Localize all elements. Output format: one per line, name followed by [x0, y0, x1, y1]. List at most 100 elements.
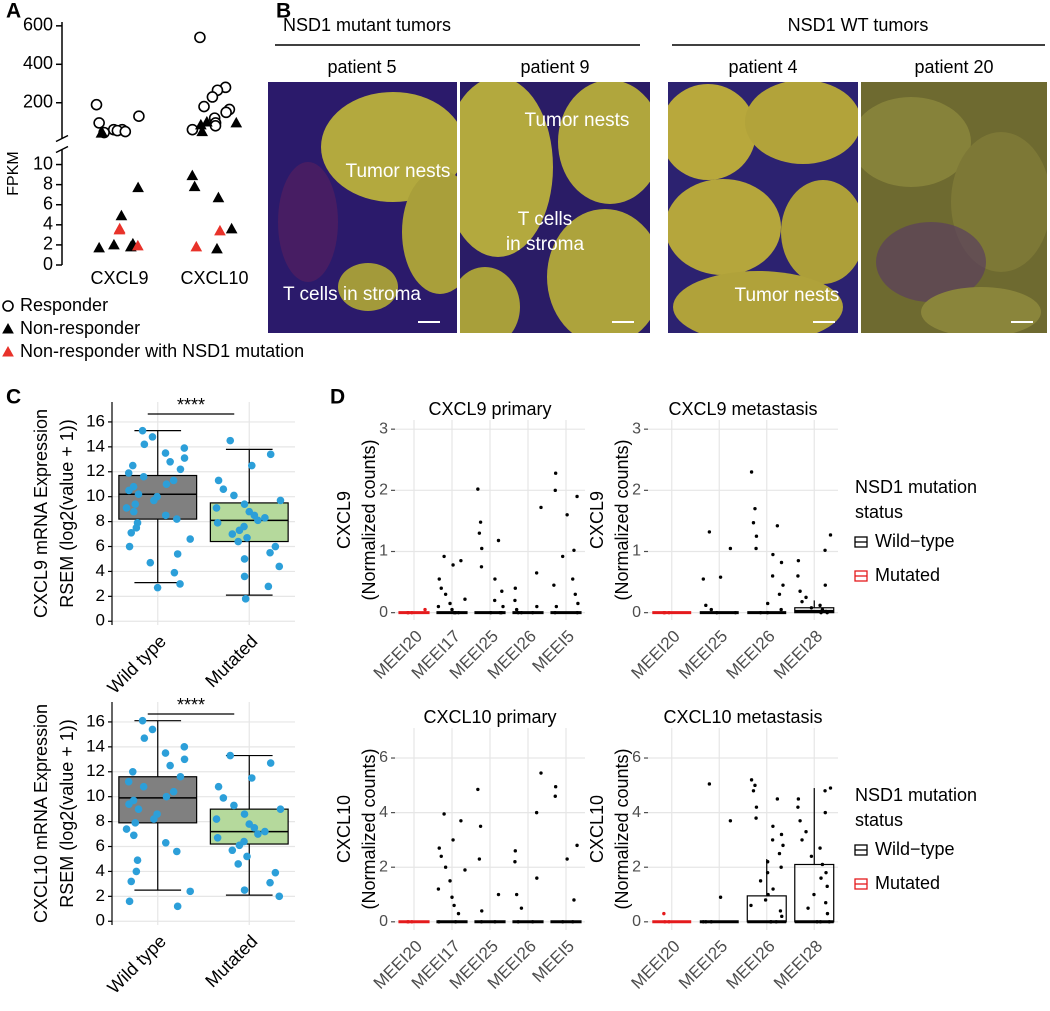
image-annotation: Tumor nests	[346, 161, 451, 182]
y-axis-label: CXCL10 mRNA Expression	[31, 704, 51, 923]
y-tick-label: 2	[96, 886, 105, 905]
data-point	[824, 901, 828, 905]
x-tick-label: MEEI5	[528, 937, 578, 987]
y-tick-label: 0	[43, 254, 53, 274]
patient-label: patient 4	[728, 57, 797, 77]
legend-symbol	[2, 300, 14, 312]
data-point	[800, 838, 804, 842]
data-point	[128, 461, 137, 470]
data-point	[771, 552, 775, 557]
data-point	[477, 531, 482, 535]
data-point	[539, 771, 543, 775]
data-point	[148, 725, 157, 734]
data-point	[190, 240, 203, 252]
data-point	[478, 520, 483, 524]
data-point	[565, 513, 569, 517]
data-point	[718, 575, 723, 579]
legend-symbol	[2, 345, 14, 357]
y-axis-label: CXCL9	[334, 491, 354, 549]
tumor-region	[745, 82, 858, 164]
data-point	[212, 815, 221, 823]
data-point	[825, 911, 830, 916]
data-point	[554, 604, 559, 609]
data-point	[95, 127, 108, 138]
data-point	[534, 571, 539, 575]
data-point	[572, 898, 576, 902]
data-point	[818, 603, 822, 608]
data-point	[707, 782, 712, 786]
data-point	[804, 595, 808, 600]
data-point	[539, 505, 543, 510]
data-point	[247, 461, 256, 470]
data-point	[250, 824, 259, 832]
data-point	[754, 805, 759, 809]
data-point	[240, 555, 249, 563]
data-point	[662, 911, 666, 916]
data-point	[119, 125, 132, 138]
data-point	[754, 816, 758, 820]
data-point	[576, 601, 580, 606]
panel-label: D	[330, 386, 345, 409]
data-point	[771, 887, 775, 891]
data-point	[501, 604, 505, 609]
data-point	[133, 856, 142, 865]
data-point	[129, 507, 138, 516]
y-tick-label: 3	[379, 420, 388, 437]
data-point	[535, 876, 539, 880]
data-point	[476, 487, 480, 491]
data-point	[186, 169, 199, 181]
data-point	[162, 792, 171, 801]
tumor-region	[921, 287, 1041, 333]
y-tick-label: 6	[379, 749, 388, 766]
data-point	[124, 469, 133, 477]
data-point	[781, 583, 785, 587]
data-point	[166, 457, 174, 466]
data-point	[276, 496, 285, 505]
y-axis-label: FPKM	[5, 151, 22, 195]
y-tick-label: 2	[379, 482, 388, 499]
data-point	[166, 761, 174, 770]
chart-title: CXCL9 primary	[428, 399, 551, 419]
data-point	[459, 819, 463, 823]
legend-title: NSD1 mutation	[855, 477, 977, 497]
data-point	[266, 450, 275, 459]
legend-label: Non-responder	[20, 318, 140, 338]
data-point	[275, 562, 284, 571]
x-tick-label: Mutated	[201, 631, 261, 691]
significance-label: ****	[177, 695, 205, 715]
y-tick-label: 14	[86, 736, 105, 755]
data-point	[235, 841, 244, 850]
x-tick-label: MEEI28	[770, 627, 826, 683]
data-point	[225, 222, 238, 234]
data-point	[796, 558, 801, 563]
y-tick-label: 16	[86, 411, 105, 430]
data-point	[779, 865, 783, 869]
data-point	[439, 586, 443, 590]
data-point	[753, 783, 757, 788]
data-point	[828, 786, 833, 790]
data-point	[751, 789, 756, 793]
data-point	[437, 846, 441, 850]
y-tick-label: 1	[379, 543, 388, 560]
data-point	[478, 824, 483, 828]
data-point	[240, 810, 249, 818]
data-point	[132, 867, 141, 876]
y-axis-label: CXCL9 mRNA Expression	[31, 409, 51, 618]
data-point	[779, 832, 784, 837]
data-point	[450, 895, 454, 899]
y-axis-label: RSEM (log2(value + 1))	[57, 419, 77, 608]
data-point	[186, 123, 199, 136]
data-point	[219, 794, 228, 802]
tumor-region	[668, 84, 756, 180]
data-point	[560, 554, 565, 559]
legend-label: Wild−type	[875, 531, 955, 551]
y-tick-label: 0	[632, 604, 641, 621]
data-point	[201, 115, 213, 127]
data-point	[275, 892, 284, 901]
data-point	[180, 755, 189, 764]
y-tick-label: 4	[96, 561, 105, 580]
tumor-region	[668, 179, 781, 275]
axis-break	[55, 145, 69, 154]
data-point	[122, 504, 131, 512]
data-point	[226, 751, 235, 760]
